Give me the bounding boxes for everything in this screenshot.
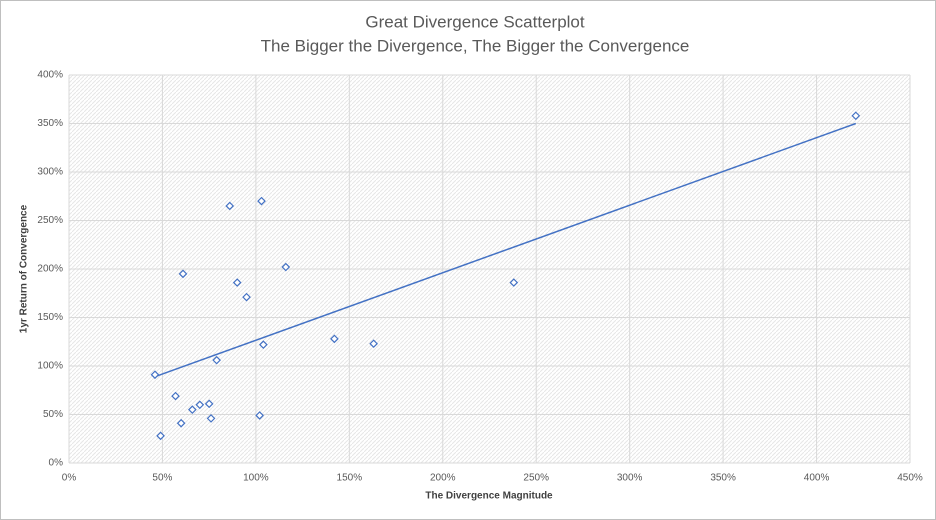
data-point — [851, 111, 861, 121]
data-point — [212, 355, 221, 365]
x-tick-label: 350% — [710, 473, 736, 484]
y-tick-label: 50% — [43, 409, 63, 420]
data-point — [259, 340, 268, 350]
y-tick-label: 200% — [37, 264, 63, 275]
chart-subtitle: The Bigger the Divergence, The Bigger th… — [261, 36, 690, 55]
data-point — [242, 292, 251, 302]
x-tick-label: 150% — [337, 473, 363, 484]
y-tick-label: 250% — [37, 215, 63, 226]
data-point — [156, 431, 165, 441]
y-tick-label: 300% — [37, 167, 63, 178]
data-point — [206, 414, 216, 423]
data-point — [257, 196, 266, 206]
chart-title: Great Divergence Scatterplot — [365, 12, 584, 31]
data-point — [176, 418, 186, 428]
x-tick-label: 400% — [804, 473, 830, 484]
data-point — [195, 400, 205, 410]
data-point — [330, 334, 339, 344]
x-tick-label: 300% — [617, 473, 643, 484]
y-tick-label: 100% — [37, 361, 63, 372]
data-point — [150, 370, 160, 380]
y-tick-label: 400% — [37, 70, 63, 81]
x-tick-label: 50% — [152, 473, 172, 484]
data-point — [369, 339, 378, 349]
x-tick-label: 0% — [62, 473, 77, 484]
y-tick-label: 0% — [49, 458, 64, 469]
x-axis-title: The Divergence Magnitude — [425, 491, 553, 502]
x-tick-label: 250% — [523, 473, 549, 484]
data-point — [171, 391, 180, 401]
y-tick-label: 150% — [37, 312, 63, 323]
data-point — [232, 278, 242, 287]
x-tick-label: 200% — [430, 473, 456, 484]
data-point — [178, 269, 188, 279]
data-point — [187, 405, 197, 414]
data-point — [509, 278, 519, 287]
y-axis-title: 1yr Return of Convergence — [19, 204, 30, 333]
data-point — [204, 399, 214, 409]
data-point — [225, 201, 235, 211]
trendline — [154, 122, 857, 378]
data-point — [281, 262, 291, 272]
data-point — [255, 411, 264, 420]
x-tick-label: 100% — [243, 473, 269, 484]
x-tick-label: 450% — [897, 473, 923, 484]
y-tick-label: 350% — [37, 118, 63, 129]
